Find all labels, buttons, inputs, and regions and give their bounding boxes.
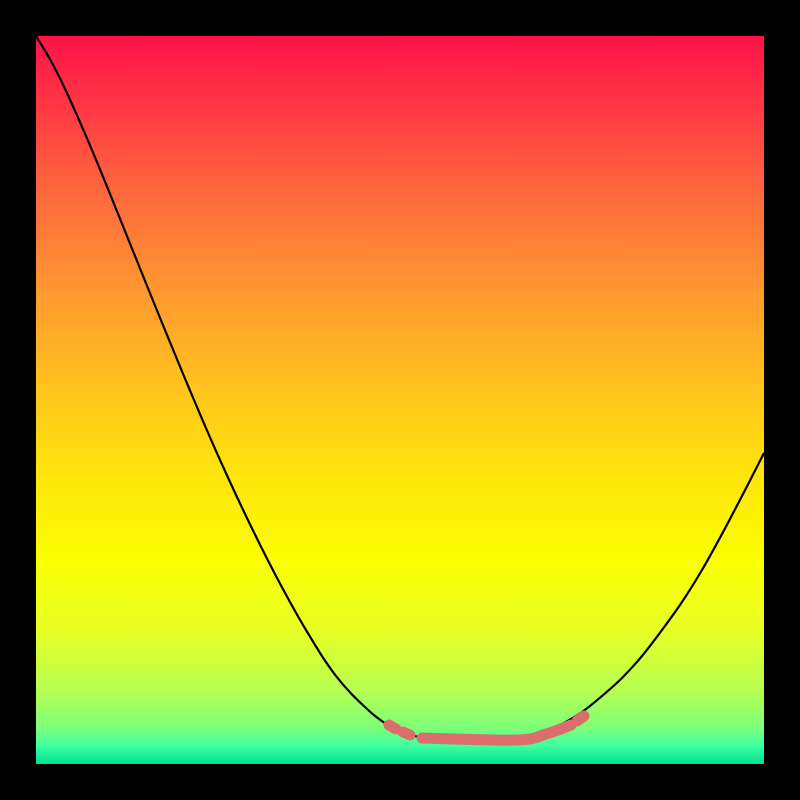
chart-container: TheBottleneck.com xyxy=(0,0,800,800)
gradient-background xyxy=(36,36,764,764)
plot-area xyxy=(36,36,764,764)
